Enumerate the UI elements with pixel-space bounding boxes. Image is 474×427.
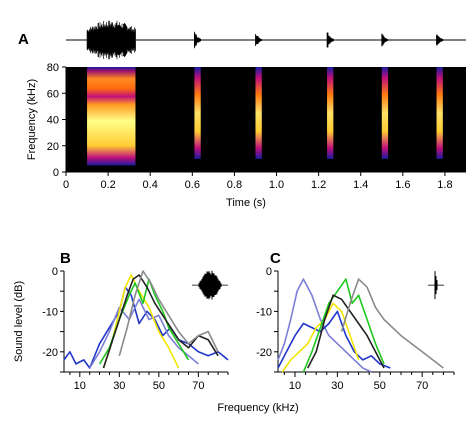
panel-label-b: B xyxy=(60,250,71,267)
x-tick-label-a: 0.6 xyxy=(185,179,200,191)
inset-waveform-c xyxy=(428,271,444,300)
spectrogram-call-2 xyxy=(194,67,201,159)
y-tick-label-c: 0 xyxy=(266,266,272,278)
waveform-call-6 xyxy=(436,34,444,46)
spectrogram-call-1 xyxy=(87,67,136,166)
x-tick-label-b: 30 xyxy=(113,380,125,392)
y-tick-label-c: -20 xyxy=(256,347,272,359)
y-axis-label-a: Frequency (kHz) xyxy=(26,79,38,160)
spectrum-line-c-4 xyxy=(302,278,385,373)
waveform-call-1 xyxy=(86,20,136,60)
x-tick-label-c: 70 xyxy=(416,380,428,392)
y-tick-label-a: 80 xyxy=(47,62,59,74)
shared-x-axis-label: Frequency (kHz) xyxy=(217,402,298,414)
x-tick-label-b: 70 xyxy=(192,380,204,392)
inset-waveform-b xyxy=(192,270,228,300)
x-tick-label-a: 1.4 xyxy=(353,179,368,191)
x-tick-label-c: 50 xyxy=(374,380,386,392)
spectra-b xyxy=(63,270,229,369)
y-tick-label-a: 40 xyxy=(47,115,59,127)
panel-a: A 0 0.2 0.4 0.6 0.8 1.0 1.2 1.4 1.6 1.8020406080 … xyxy=(18,20,466,209)
y-tick-label-a: 60 xyxy=(47,88,59,100)
x-tick-label-a: 1.6 xyxy=(395,179,410,191)
spectrogram-call-5 xyxy=(381,67,389,159)
x-tick-label-a: 0 xyxy=(63,179,69,191)
waveform-call-3 xyxy=(255,34,263,46)
waveform-a xyxy=(66,20,466,60)
y-tick-label-a: 0 xyxy=(53,167,59,179)
spectrogram-call-3 xyxy=(255,67,262,159)
inset-waveform-c xyxy=(434,271,438,300)
spectrogram-call-6 xyxy=(436,67,443,159)
axes-c: 10 30 50 70 0 -10 -20 xyxy=(256,266,455,392)
panel-c: C 10 30 50 70 0 -10 -20 xyxy=(256,250,455,392)
spectrogram-call-4 xyxy=(327,67,334,159)
x-tick-label-c: 30 xyxy=(331,380,343,392)
spectrum-line-b-2 xyxy=(89,298,199,369)
spectrum-line-b-5 xyxy=(102,274,219,369)
x-tick-label-b: 10 xyxy=(74,380,86,392)
spectrum-line-c-3 xyxy=(281,302,360,373)
x-tick-label-b: 50 xyxy=(153,380,165,392)
axes-b: 10 30 50 70 0 -10 -20 xyxy=(42,266,229,392)
spectrum-line-c-1 xyxy=(277,278,372,373)
y-tick-label-b: -20 xyxy=(42,347,58,359)
y-tick-label-b: 0 xyxy=(52,266,58,278)
x-tick-label-a: 1.8 xyxy=(437,179,452,191)
y-tick-label-c: -10 xyxy=(256,306,272,318)
panel-b: B 10 30 50 70 0 -10 -20 Sound level (dB) xyxy=(13,250,229,392)
x-tick-label-a: 0.2 xyxy=(100,179,115,191)
waveform-call-2 xyxy=(194,31,202,49)
waveform-call-4 xyxy=(326,32,334,48)
spectra-c xyxy=(277,278,444,373)
x-tick-label-c: 10 xyxy=(289,380,301,392)
panel-label-a: A xyxy=(18,31,29,48)
spectrum-line-c-6 xyxy=(340,278,444,369)
x-tick-label-a: 1.0 xyxy=(269,179,284,191)
spectrum-line-b-1 xyxy=(63,286,229,369)
x-tick-label-a: 0.8 xyxy=(227,179,242,191)
x-tick-label-a: 1.2 xyxy=(311,179,326,191)
spectrogram-calls xyxy=(87,67,443,166)
panel-label-c: C xyxy=(270,250,281,267)
y-axis-label-b: Sound level (dB) xyxy=(13,281,25,362)
spectrum-line-c-2 xyxy=(277,310,391,369)
y-tick-label-a: 20 xyxy=(47,141,59,153)
axes-a: 0 0.2 0.4 0.6 0.8 1.0 1.2 1.4 1.6 1.8 0 20 40 60 80 xyxy=(47,62,466,191)
spectrum-line-b-6 xyxy=(118,270,219,357)
x-tick-label-a: 0.4 xyxy=(143,179,158,191)
waveform-call-5 xyxy=(381,33,389,47)
y-tick-label-b: -10 xyxy=(42,306,58,318)
spectrum-line-c-5 xyxy=(306,294,385,369)
x-axis-label-a: Time (s) xyxy=(226,197,266,209)
